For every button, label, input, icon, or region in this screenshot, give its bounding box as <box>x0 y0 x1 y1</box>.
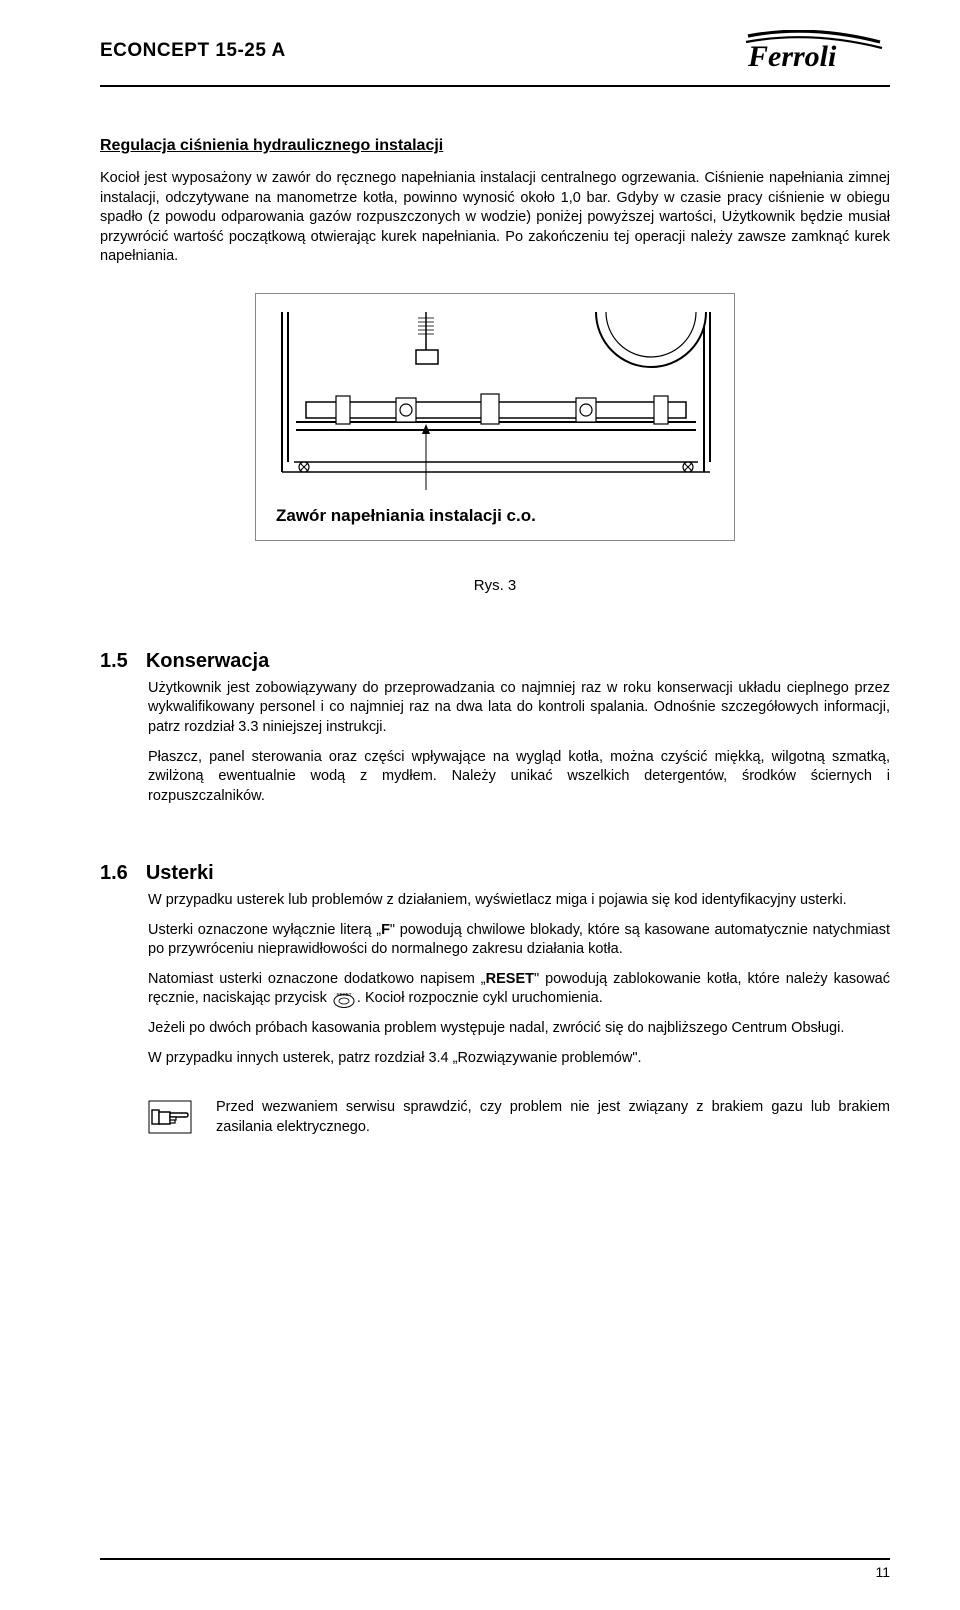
figure-drawing <box>276 312 716 492</box>
reset-button-icon: RESET <box>333 990 355 1008</box>
section-1-5-p1: Użytkownik jest zobowiązywany do przepro… <box>148 679 890 738</box>
section-1-6-title: Usterki <box>146 862 214 885</box>
figure-wrap: Zawór napełniania instalacji c.o. Rys. 3 <box>100 293 890 594</box>
section-1-6-p5: W przypadku innych usterek, patrz rozdzi… <box>148 1049 890 1069</box>
page: ECONCEPT 15-25 A Ferroli Regulacja ciśni… <box>0 0 960 1610</box>
svg-text:Ferroli: Ferroli <box>747 40 837 73</box>
section-1-6-num: 1.6 <box>100 862 128 885</box>
section-1-6-head: 1.6 Usterki <box>100 862 890 885</box>
section-1-6-p2: Usterki oznaczone wyłącznie literą „F" p… <box>148 921 890 960</box>
pointing-hand-icon <box>148 1100 192 1139</box>
section-1-6-p3: Natomiast usterki oznaczone dodatkowo na… <box>148 970 890 1009</box>
section-1-6: 1.6 Usterki W przypadku usterek lub prob… <box>100 862 890 1068</box>
header-rule <box>100 85 890 87</box>
section-1-5-body: Użytkownik jest zobowiązywany do przepro… <box>100 679 890 806</box>
section-1-5-head: 1.5 Konserwacja <box>100 650 890 673</box>
figure-caption: Zawór napełniania instalacji c.o. <box>276 506 714 526</box>
note-text: Przed wezwaniem serwisu sprawdzić, czy p… <box>216 1098 890 1137</box>
section-1-5: 1.5 Konserwacja Użytkownik jest zobowiąz… <box>100 650 890 806</box>
section-1-5-title: Konserwacja <box>146 650 269 673</box>
brand-logo: Ferroli <box>740 30 890 79</box>
pressure-section-title: Regulacja ciśnienia hydraulicznego insta… <box>100 137 890 155</box>
svg-text:RESET: RESET <box>336 992 351 997</box>
figure-box: Zawór napełniania instalacji c.o. <box>255 293 735 541</box>
header-row: ECONCEPT 15-25 A Ferroli <box>100 40 890 79</box>
note-row: Przed wezwaniem serwisu sprawdzić, czy p… <box>100 1098 890 1139</box>
section-1-6-body: W przypadku usterek lub problemów z dzia… <box>100 891 890 1068</box>
section-1-5-num: 1.5 <box>100 650 128 673</box>
footer-rule <box>100 1558 890 1560</box>
product-title: ECONCEPT 15-25 A <box>100 40 286 62</box>
figure-label: Rys. 3 <box>474 577 517 594</box>
section-1-6-p4: Jeżeli po dwóch próbach kasowania proble… <box>148 1019 890 1039</box>
page-number: 11 <box>100 1564 890 1580</box>
section-1-5-p2: Płaszcz, panel sterowania oraz części wp… <box>148 748 890 807</box>
footer: 11 <box>100 1558 890 1580</box>
section-1-6-p1: W przypadku usterek lub problemów z dzia… <box>148 891 890 911</box>
pressure-section-para: Kocioł jest wyposażony w zawór do ręczne… <box>100 169 890 267</box>
